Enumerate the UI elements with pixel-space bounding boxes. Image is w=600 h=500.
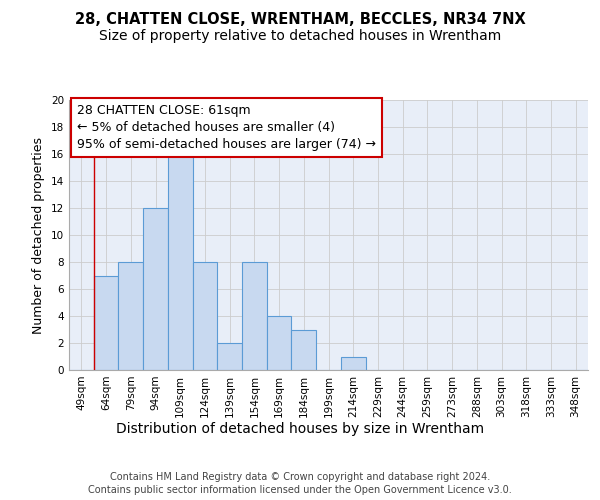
Bar bbox=[193, 262, 217, 370]
Y-axis label: Number of detached properties: Number of detached properties bbox=[32, 136, 46, 334]
Bar bbox=[267, 316, 292, 370]
Bar bbox=[143, 208, 168, 370]
Bar bbox=[292, 330, 316, 370]
Bar bbox=[217, 343, 242, 370]
Bar bbox=[168, 140, 193, 370]
Text: Size of property relative to detached houses in Wrentham: Size of property relative to detached ho… bbox=[99, 29, 501, 43]
Bar bbox=[341, 356, 365, 370]
Bar bbox=[118, 262, 143, 370]
Text: 28 CHATTEN CLOSE: 61sqm
← 5% of detached houses are smaller (4)
95% of semi-deta: 28 CHATTEN CLOSE: 61sqm ← 5% of detached… bbox=[77, 104, 376, 151]
Bar bbox=[242, 262, 267, 370]
Text: Distribution of detached houses by size in Wrentham: Distribution of detached houses by size … bbox=[116, 422, 484, 436]
Bar bbox=[94, 276, 118, 370]
Text: Contains HM Land Registry data © Crown copyright and database right 2024.: Contains HM Land Registry data © Crown c… bbox=[110, 472, 490, 482]
Text: 28, CHATTEN CLOSE, WRENTHAM, BECCLES, NR34 7NX: 28, CHATTEN CLOSE, WRENTHAM, BECCLES, NR… bbox=[74, 12, 526, 28]
Text: Contains public sector information licensed under the Open Government Licence v3: Contains public sector information licen… bbox=[88, 485, 512, 495]
